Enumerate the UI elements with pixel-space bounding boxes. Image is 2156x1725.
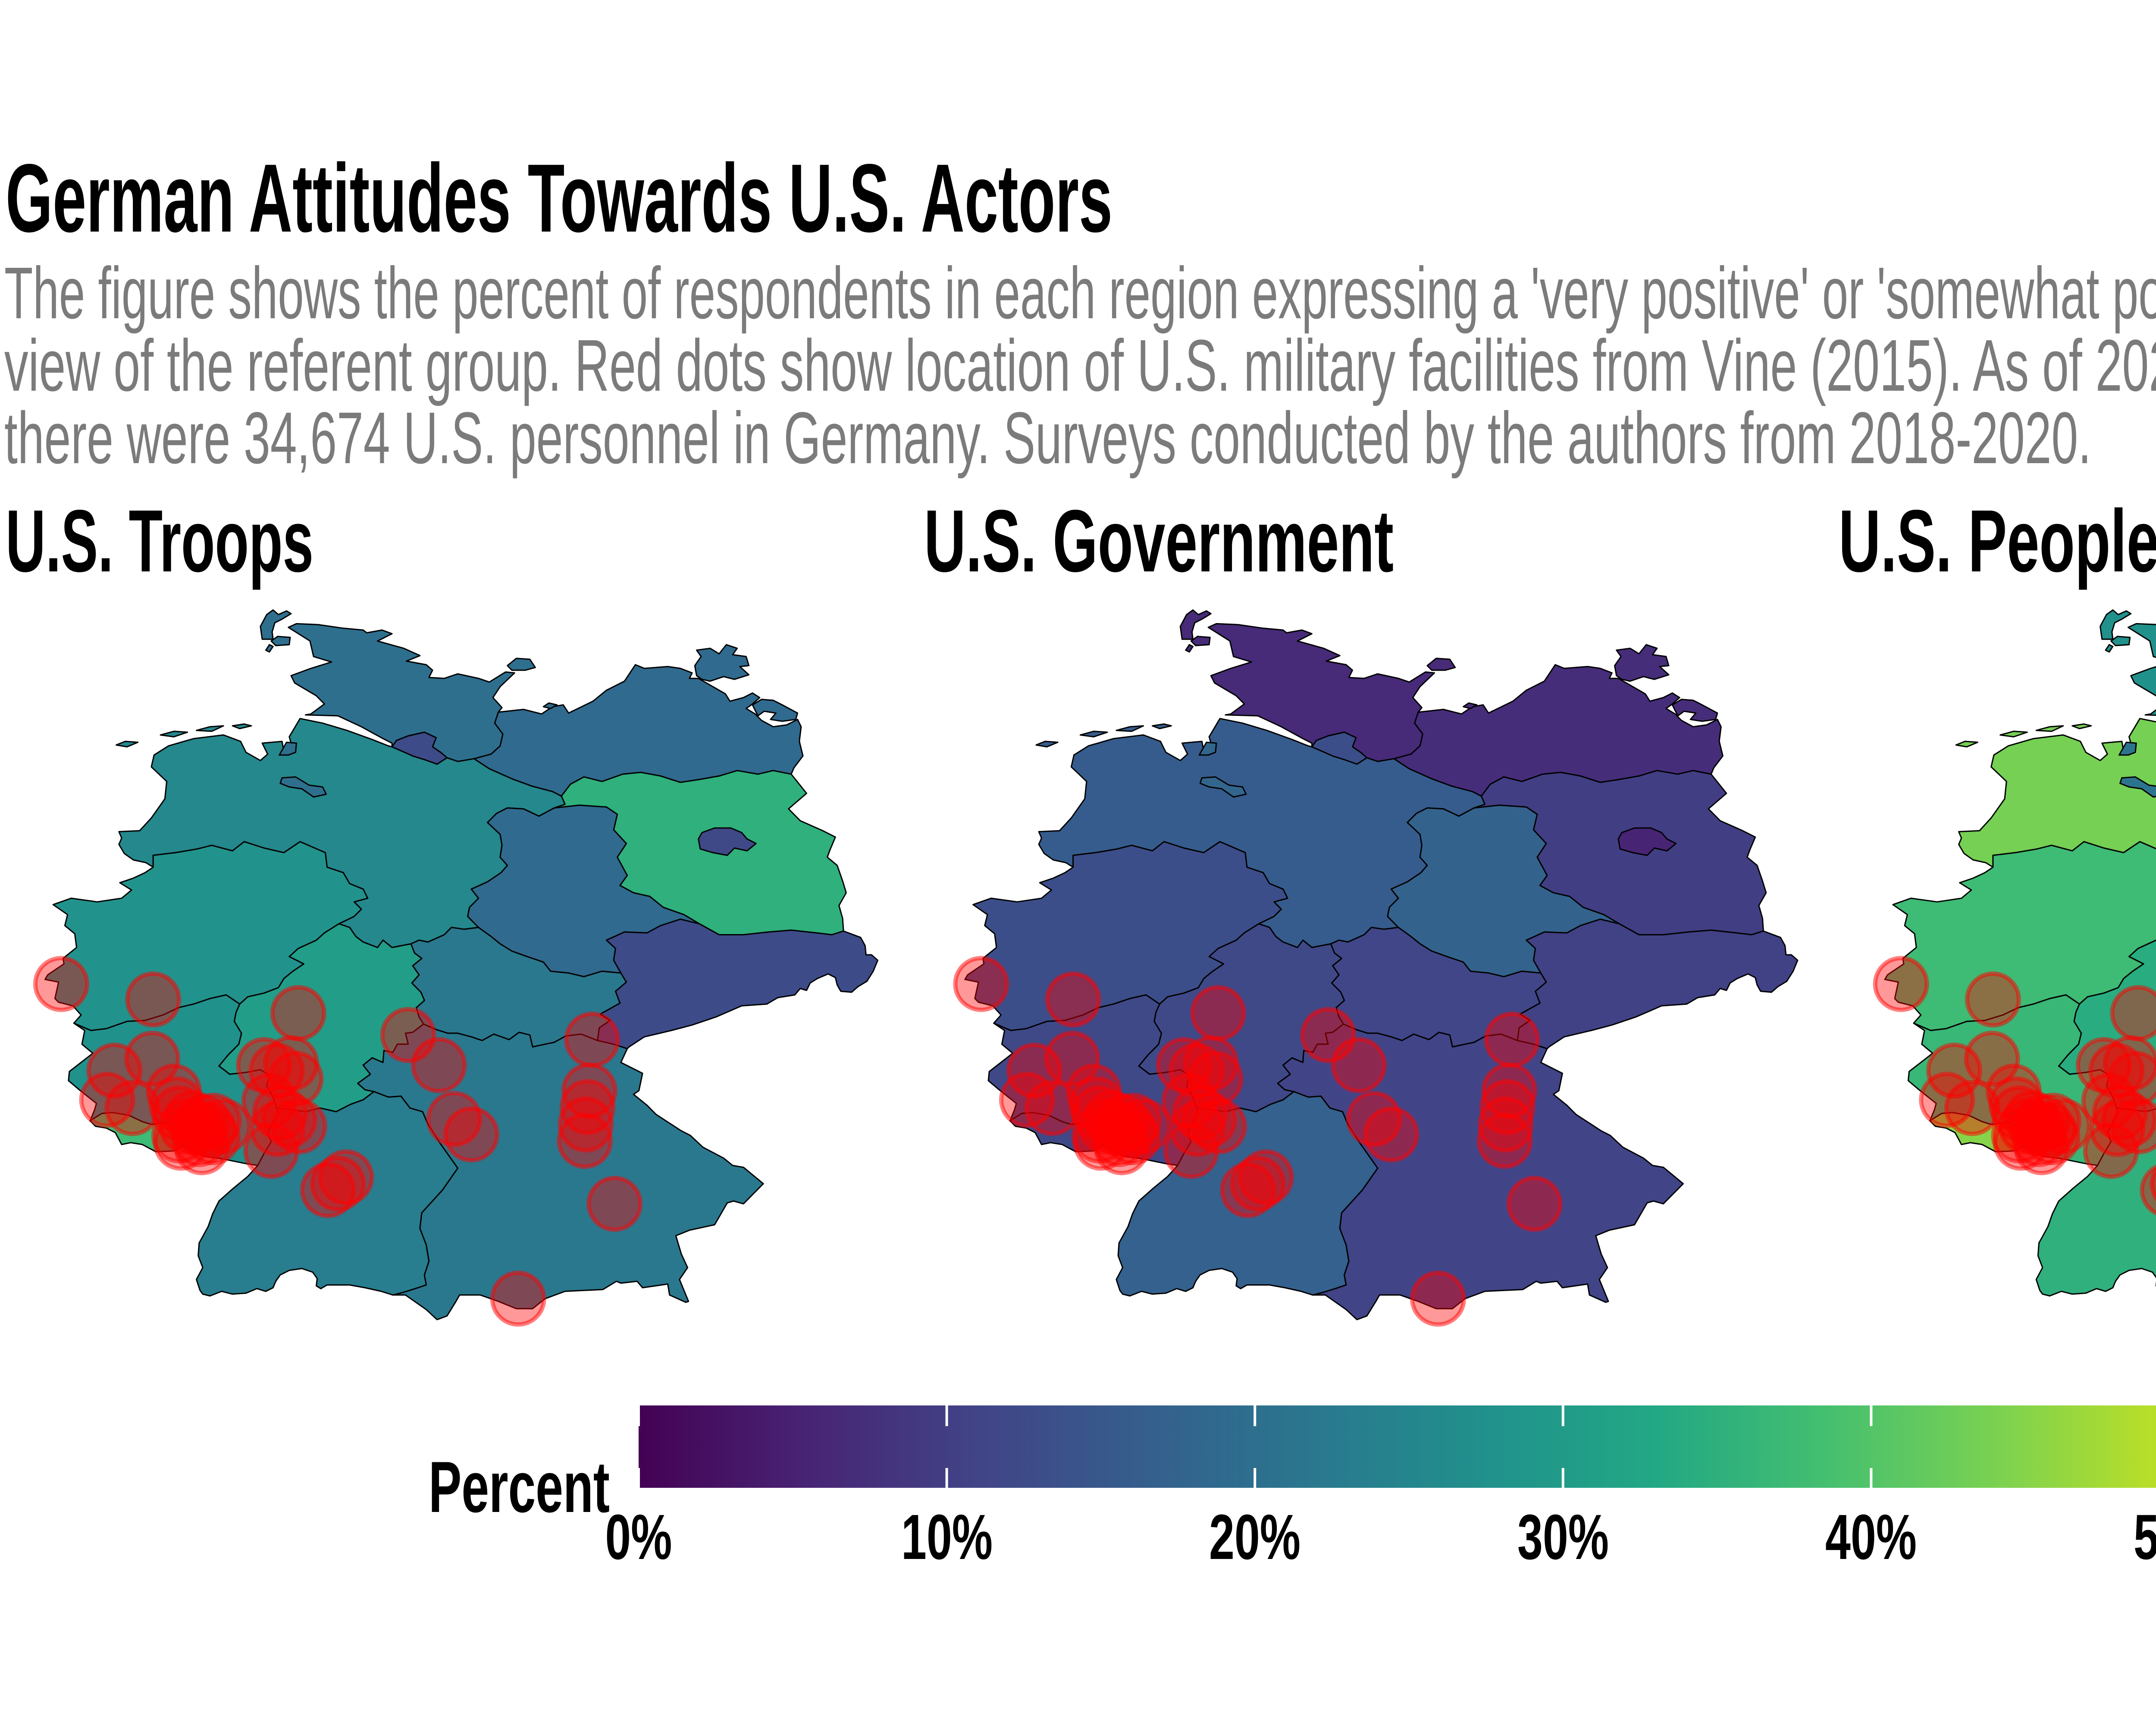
svg-text:30%: 30% [1517, 1502, 1609, 1573]
svg-text:50%: 50% [2134, 1502, 2156, 1573]
svg-text:20%: 20% [1209, 1502, 1300, 1573]
svg-text:Percent: Percent [429, 1446, 610, 1527]
svg-text:The figure shows the percent o: The figure shows the percent of responde… [4, 252, 2156, 334]
svg-text:0%: 0% [605, 1502, 672, 1573]
svg-text:U.S. Troops: U.S. Troops [6, 492, 313, 590]
svg-text:40%: 40% [1825, 1502, 1917, 1573]
svg-text:U.S. People: U.S. People [1839, 492, 2156, 590]
svg-text:there were 34,674 U.S. personn: there were 34,674 U.S. personnel in Germ… [4, 397, 2091, 479]
svg-text:10%: 10% [901, 1502, 993, 1573]
svg-text:German Attitudes Towards U.S.: German Attitudes Towards U.S. Actors [6, 144, 1112, 252]
svg-text:view of the referent group. Re: view of the referent group. Red dots sho… [4, 325, 2156, 407]
svg-text:U.S. Government: U.S. Government [924, 492, 1394, 590]
